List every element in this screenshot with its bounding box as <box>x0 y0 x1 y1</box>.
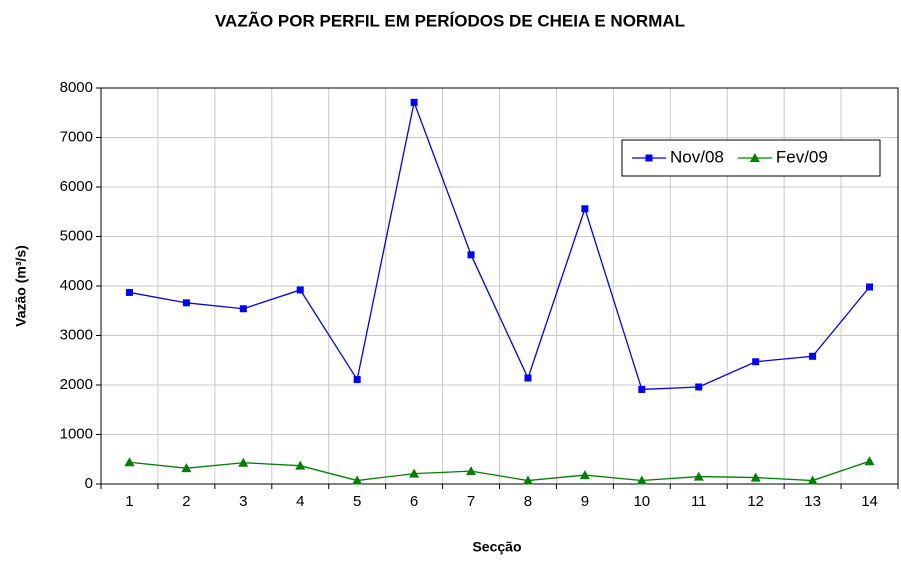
marker <box>410 98 418 106</box>
marker <box>809 352 817 360</box>
x-tick-label: 6 <box>410 493 418 510</box>
marker <box>645 154 653 162</box>
marker <box>124 457 135 467</box>
x-tick-label: 1 <box>125 493 133 510</box>
x-tick-label: 5 <box>353 493 361 510</box>
marker <box>749 153 760 162</box>
x-tick-label: 9 <box>581 493 589 510</box>
marker <box>524 374 532 382</box>
marker <box>750 472 761 482</box>
x-tick-label: 8 <box>524 493 532 510</box>
y-tick-label: 5000 <box>60 227 93 244</box>
y-axis-title: Vazão (m³/s) <box>13 245 29 327</box>
marker <box>182 299 190 307</box>
x-tick-label: 14 <box>861 493 878 510</box>
marker <box>467 251 475 259</box>
plot-border <box>100 87 899 485</box>
y-tick-label: 3000 <box>60 326 93 343</box>
legend-label: Nov/08 <box>670 147 724 166</box>
line <box>129 460 870 482</box>
x-axis-title: Secção <box>472 539 521 555</box>
x-tick-label: 3 <box>239 493 247 510</box>
marker <box>181 463 192 473</box>
marker <box>581 205 589 213</box>
x-tick-label: 2 <box>182 493 190 510</box>
y-tick-label: 1000 <box>60 425 93 442</box>
line <box>129 100 871 391</box>
y-tick-label: 8000 <box>60 79 93 96</box>
y-tick-label: 0 <box>85 475 93 492</box>
marker <box>125 288 133 296</box>
marker <box>752 358 760 366</box>
x-tick-label: 11 <box>691 493 707 510</box>
marker <box>579 470 590 480</box>
chart-title: VAZÃO POR PERFIL EM PERÍODOS DE CHEIA E … <box>215 10 685 30</box>
marker <box>295 460 306 470</box>
marker <box>296 286 304 294</box>
x-tick-label: 4 <box>296 493 304 510</box>
marker <box>522 475 533 485</box>
y-tick-label: 6000 <box>60 178 93 195</box>
marker <box>638 385 646 393</box>
marker <box>409 468 420 478</box>
marker <box>353 376 361 384</box>
marker <box>693 471 704 481</box>
x-tick-label: 13 <box>804 493 821 510</box>
marker <box>352 475 363 485</box>
legend-label: Fev/09 <box>776 147 828 166</box>
y-tick-label: 4000 <box>60 277 93 294</box>
marker <box>466 466 477 476</box>
x-tick-label: 10 <box>633 493 650 510</box>
marker <box>636 475 647 485</box>
x-tick-label: 7 <box>467 493 475 510</box>
marker <box>866 283 874 291</box>
y-tick-label: 7000 <box>60 128 93 145</box>
x-tick-label: 12 <box>747 493 764 510</box>
marker <box>238 457 249 467</box>
marker <box>695 383 703 391</box>
marker <box>239 305 247 313</box>
marker <box>864 456 875 466</box>
y-tick-label: 2000 <box>60 376 93 393</box>
marker <box>807 475 818 485</box>
